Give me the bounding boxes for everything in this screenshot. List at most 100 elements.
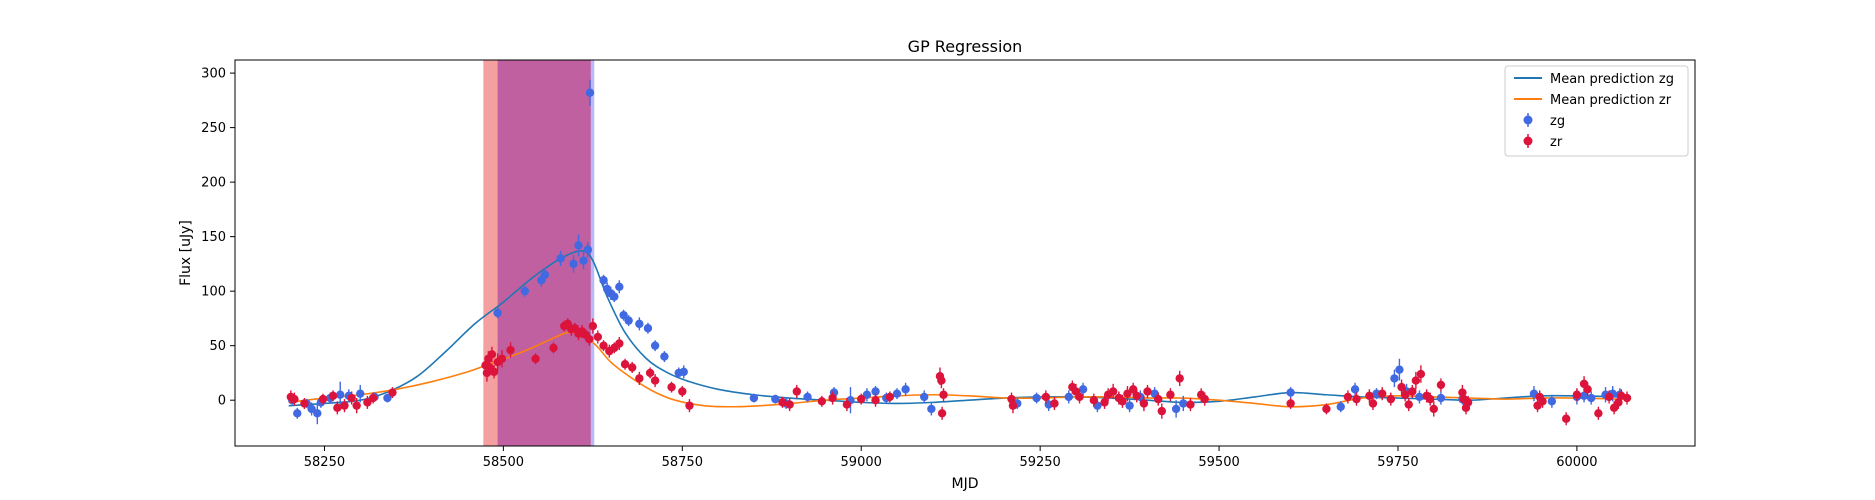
- zr-point: [1604, 392, 1614, 402]
- zr-point: [667, 382, 676, 392]
- zr-point: [1583, 385, 1592, 394]
- zr-point: [1322, 404, 1331, 414]
- zg-point: [1336, 402, 1345, 411]
- zg-point: [643, 324, 653, 333]
- legend: Mean prediction zg Mean prediction zr zg…: [1504, 65, 1689, 157]
- zr-point: [1075, 392, 1084, 402]
- zr-point: [531, 354, 540, 363]
- zr-point: [937, 376, 946, 385]
- zr-point: [368, 393, 378, 403]
- zr-point: [792, 387, 802, 396]
- zr-point: [785, 400, 794, 409]
- zr-point: [885, 392, 895, 402]
- zg-point: [493, 308, 502, 318]
- legend-label-zg-mean: Mean prediction zg: [1550, 72, 1674, 87]
- y-tick-label: 150: [201, 230, 226, 245]
- x-tick-label: 60000: [1556, 455, 1597, 470]
- zr-point: [615, 339, 624, 348]
- zg-point: [892, 389, 902, 398]
- zr-point: [340, 401, 349, 410]
- zg-point: [1390, 374, 1399, 383]
- zg-point: [619, 310, 628, 320]
- zr-point: [1132, 391, 1141, 401]
- x-axis-label: MJD: [952, 476, 979, 492]
- x-axis-ticks: 58250 58500 58750 59000 59250 59500 59750 60000: [304, 446, 1598, 470]
- zr-point: [1400, 390, 1410, 399]
- zr-point: [1157, 406, 1167, 416]
- zr-point: [645, 368, 655, 378]
- legend-marker-zr: [1523, 136, 1533, 146]
- zr-point: [347, 393, 356, 403]
- zr-point: [1463, 398, 1473, 407]
- zr-point: [685, 401, 694, 410]
- zg-point: [579, 256, 588, 265]
- zr-point: [549, 343, 558, 353]
- y-tick-label: 300: [201, 67, 226, 82]
- legend-label-zr: zr: [1550, 135, 1563, 150]
- zr-point: [1594, 409, 1603, 418]
- zr-point: [585, 334, 594, 344]
- zr-point: [1386, 394, 1396, 404]
- zr-point: [300, 399, 309, 408]
- chart-title: GP Regression: [908, 37, 1023, 56]
- zr-point: [1538, 397, 1547, 406]
- plot-area-frame: [234, 59, 1696, 447]
- zg-point: [520, 286, 530, 296]
- zg-point: [1179, 399, 1188, 408]
- zg-point: [1579, 391, 1589, 401]
- zr-point: [318, 394, 328, 404]
- zg-point: [1171, 404, 1181, 414]
- legend-marker-zg: [1523, 115, 1533, 125]
- zg-point: [679, 367, 688, 377]
- zr-point: [1143, 387, 1152, 396]
- zr-point: [363, 398, 372, 407]
- zg-point: [610, 292, 619, 301]
- zr-point: [939, 390, 948, 399]
- span-overlap: [497, 60, 591, 446]
- zg-point: [624, 316, 633, 325]
- zr-point: [352, 401, 361, 410]
- zr-point: [1397, 382, 1406, 392]
- zg-point: [313, 409, 322, 418]
- legend-label-zg: zg: [1550, 114, 1565, 129]
- zg-point: [927, 404, 936, 414]
- shaded-spans: [483, 60, 595, 446]
- zr-point: [1154, 394, 1163, 404]
- zg-point: [307, 404, 316, 414]
- zg-point: [901, 385, 910, 394]
- zg-point: [1032, 393, 1041, 403]
- zr-point: [1408, 387, 1417, 396]
- zg-point: [556, 254, 565, 263]
- zg-point: [803, 392, 812, 402]
- zg-point: [1395, 365, 1404, 374]
- zr-point: [828, 393, 837, 403]
- zg-point: [356, 389, 365, 398]
- zr-point: [333, 403, 342, 413]
- zg-point: [540, 270, 550, 280]
- zg-point: [293, 409, 302, 418]
- zg-point: [862, 390, 872, 399]
- zr-point: [388, 388, 397, 397]
- legend-label-zr-mean: Mean prediction zr: [1550, 93, 1672, 108]
- zr-point: [1425, 394, 1435, 404]
- y-tick-label: 250: [201, 121, 226, 136]
- observation-points: [286, 79, 1632, 426]
- zr-point: [1123, 389, 1132, 398]
- zg-point: [383, 393, 392, 403]
- zr-point: [1139, 399, 1149, 408]
- zr-point: [678, 387, 687, 396]
- zg-point: [1078, 385, 1088, 394]
- zr-point: [1050, 399, 1059, 408]
- zg-point: [1350, 385, 1360, 394]
- zr-point: [1128, 385, 1138, 394]
- zr-point: [1368, 399, 1378, 408]
- zr-point: [1200, 394, 1209, 404]
- zg-point: [1436, 393, 1446, 403]
- zr-point: [1100, 398, 1109, 407]
- zg-point: [1064, 392, 1073, 402]
- zr-point: [1175, 374, 1184, 383]
- zr-point: [487, 350, 497, 359]
- zg-point: [1125, 401, 1134, 410]
- zg-point: [585, 88, 595, 97]
